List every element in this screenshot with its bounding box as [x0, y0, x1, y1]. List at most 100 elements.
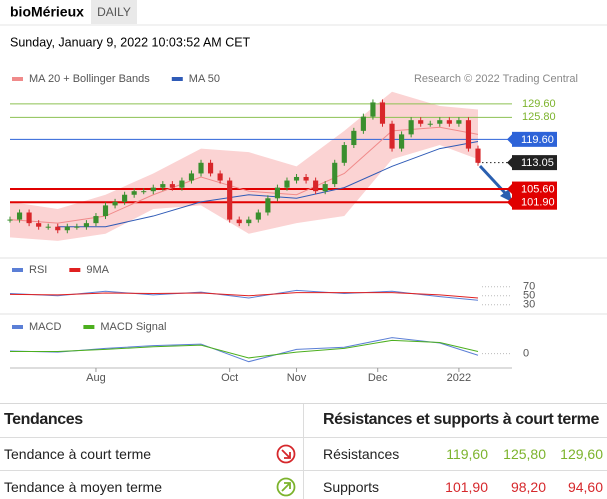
candle-body: [341, 145, 347, 163]
candle-body: [399, 134, 405, 149]
trend-label: Tendance à court terme: [4, 446, 152, 462]
candle-body: [465, 120, 472, 149]
resistance-label: Résistances: [323, 446, 400, 462]
level-label: 129.60: [522, 98, 556, 110]
candle-body: [45, 226, 51, 228]
candle-body: [93, 216, 99, 224]
resistance-value: 129,60: [560, 446, 603, 462]
x-tick-label: Oct: [221, 372, 238, 384]
row-divider: [0, 437, 607, 438]
trend-down-icon: [276, 444, 296, 464]
candle-body: [131, 191, 137, 195]
support-value: 101,90: [445, 479, 488, 495]
indicator-line: [9, 337, 479, 363]
legend-swatch: [12, 268, 23, 272]
support-label: Supports: [323, 479, 380, 495]
candle-body: [313, 180, 319, 192]
candle-body: [456, 120, 462, 124]
timestamp: Sunday, January 9, 2022 10:03:52 AM CET: [10, 35, 251, 49]
candle-body: [255, 212, 261, 220]
legend-label: MA 50: [189, 73, 220, 85]
level-label: 125.80: [522, 111, 556, 123]
trend-up-icon: [276, 477, 296, 497]
candle-body: [293, 176, 300, 181]
level-box: [512, 131, 557, 147]
support-value: 98,20: [510, 479, 546, 495]
candle-body: [217, 173, 223, 181]
levels-header: Résistances et supports à court terme: [323, 411, 599, 428]
title: bioMérieux: [10, 4, 84, 20]
candle-body: [246, 219, 252, 224]
level-pointer: [507, 184, 512, 195]
x-tick-label: Dec: [368, 372, 388, 384]
candle-body: [26, 212, 32, 224]
indicator-line: [9, 292, 479, 299]
candle-body: [102, 205, 109, 217]
candle-body: [83, 223, 89, 227]
trend-label: Tendance à moyen terme: [4, 479, 162, 495]
level-box: [512, 194, 557, 210]
candle-body: [16, 212, 23, 220]
candle-body: [141, 191, 147, 193]
x-tick-label: Nov: [287, 372, 307, 384]
legend-swatch: [12, 77, 23, 81]
level-box: [512, 181, 557, 197]
candle-body: [64, 226, 70, 231]
candle-body: [160, 184, 166, 188]
candle-body: [7, 219, 13, 221]
y-tick-label: 30: [523, 299, 535, 311]
candle-body: [322, 184, 328, 192]
legend-label: 9MA: [86, 264, 109, 276]
candle-body: [332, 162, 338, 185]
legend-swatch: [83, 325, 95, 329]
chart: bioMérieux DAILY Sunday, January 9, 2022…: [0, 0, 607, 384]
moving-average: [9, 126, 479, 224]
legend-label: MACD Signal: [100, 321, 166, 333]
row-divider: [0, 470, 607, 471]
legend-label: RSI: [29, 264, 47, 276]
candle-body: [284, 180, 290, 188]
candle-body: [303, 176, 309, 181]
candle-body: [74, 226, 80, 228]
candle-body: [55, 226, 61, 231]
legend-swatch: [12, 325, 23, 329]
legend-swatch: [69, 268, 81, 272]
candle-body: [198, 162, 204, 174]
support-value: 94,60: [567, 479, 603, 495]
candle-body: [274, 187, 281, 199]
candle-body: [351, 130, 357, 146]
trend-header: Tendances: [4, 411, 83, 428]
candle-body: [437, 120, 443, 124]
resistance-value: 119,60: [446, 446, 488, 462]
level-pointer: [507, 197, 512, 208]
candle-body: [360, 116, 366, 131]
y-tick-label: 50: [523, 290, 535, 302]
candle-body: [475, 148, 481, 163]
credit: Research © 2022 Trading Central: [414, 73, 578, 85]
candle-body: [112, 201, 118, 206]
level-pointer: [507, 134, 512, 145]
level-label: 105.60: [521, 183, 555, 195]
candle-body: [389, 123, 395, 149]
x-tick-label: 2022: [447, 372, 471, 384]
legend-label: MA 20 + Bollinger Bands: [29, 73, 150, 85]
candle-body: [418, 120, 424, 124]
candle-body: [408, 120, 414, 135]
candle-body: [150, 187, 156, 192]
candle-body: [379, 102, 386, 124]
period-tab[interactable]: [91, 0, 137, 24]
candle-body: [207, 162, 214, 174]
x-tick-label: Aug: [86, 372, 106, 384]
level-box: [512, 155, 557, 171]
candle-body: [188, 173, 195, 181]
candle-body: [36, 223, 42, 227]
forecast-arrow-head: [500, 189, 512, 202]
candle-body: [236, 219, 242, 224]
level-label: 101.90: [521, 197, 555, 209]
indicator-line: [10, 339, 479, 359]
candle-body: [227, 180, 233, 220]
candle-body: [122, 194, 128, 202]
legend-swatch: [171, 77, 183, 81]
y-tick-label: 70: [523, 281, 535, 293]
period[interactable]: DAILY: [97, 5, 131, 19]
